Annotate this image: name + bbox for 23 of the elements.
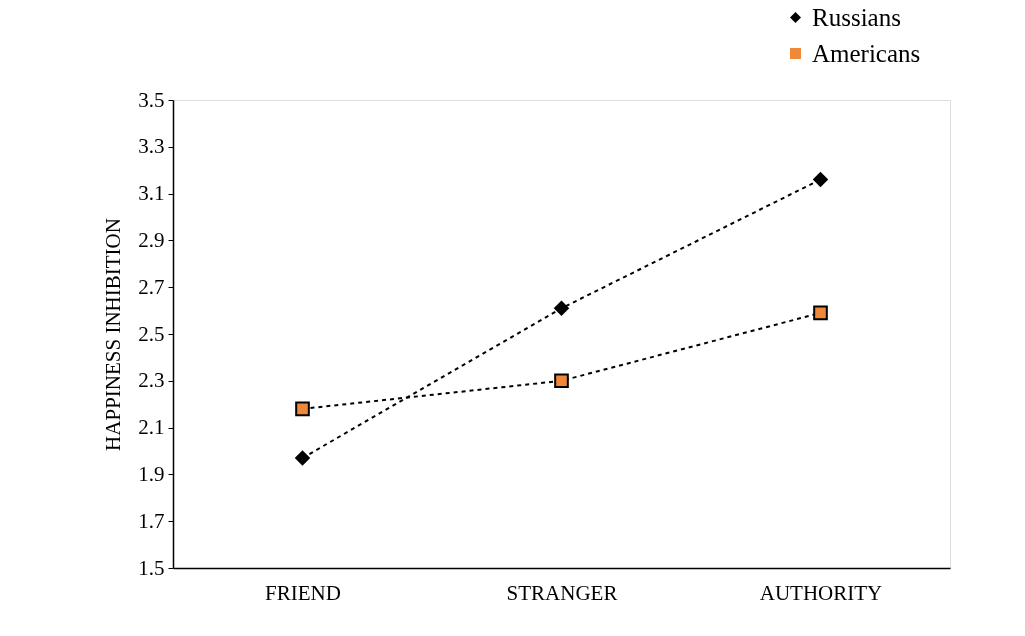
point (554, 373, 569, 389)
point (813, 172, 828, 187)
y-tick-label: 3.5 (138, 87, 165, 112)
point (295, 450, 310, 466)
y-tick-label: 1.9 (138, 461, 165, 486)
y-tick-label: 2.1 (138, 415, 165, 440)
legend-label: Americans (812, 39, 921, 67)
x-tick-label: FRIEND (265, 580, 341, 605)
y-tick-label: 2.7 (138, 274, 165, 299)
y-tick-label: 2.9 (138, 227, 165, 252)
y-tick-label: 2.3 (138, 368, 165, 393)
y-tick-label: 1.7 (138, 508, 165, 533)
y-tick-label: 3.3 (138, 134, 165, 159)
x-tick-label: AUTHORITY (759, 580, 883, 605)
legend-label: Russians (812, 3, 901, 31)
point (554, 300, 569, 316)
x-tick-label: STRANGER (506, 580, 618, 605)
y-tick-label: 2.5 (138, 321, 165, 346)
y-tick-label: 1.5 (138, 555, 165, 580)
point (295, 401, 310, 417)
point (813, 305, 828, 321)
y-tick-label: 3.1 (138, 181, 165, 206)
y-axis-title: HAPPINESS INHIBITION (101, 218, 126, 451)
